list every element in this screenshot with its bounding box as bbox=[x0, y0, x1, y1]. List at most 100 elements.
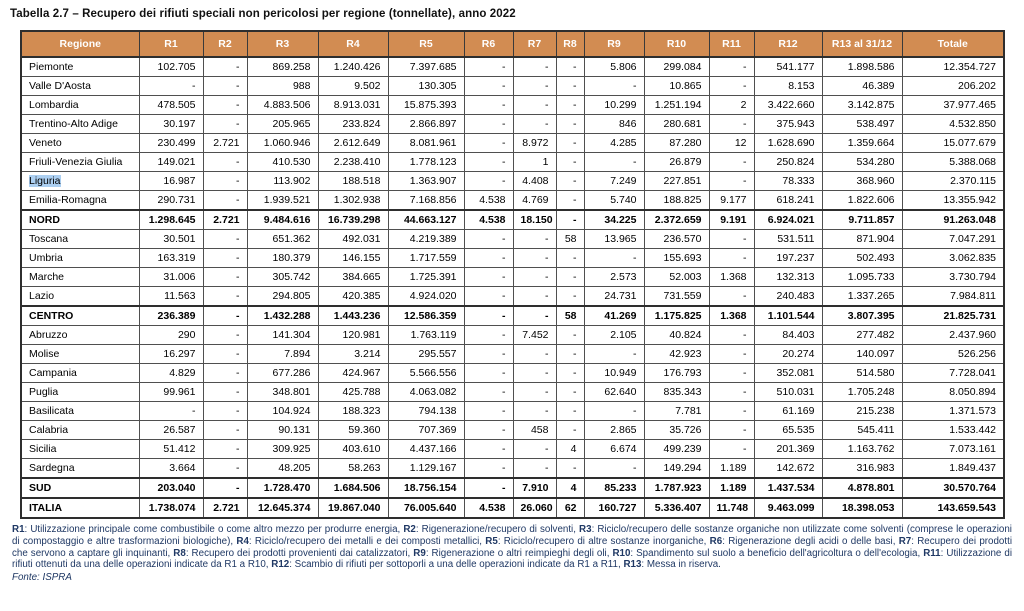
value-cell-basilicata-r13-al-31-12: 215.238 bbox=[821, 401, 903, 421]
value-cell-sud-r4: 1.684.506 bbox=[317, 477, 389, 499]
value-cell-umbria-r12: 197.237 bbox=[753, 248, 823, 268]
value-cell-puglia-r2: - bbox=[202, 382, 248, 402]
value-cell-umbria-r11: - bbox=[708, 248, 755, 268]
value-cell-lazio-r3: 294.805 bbox=[246, 286, 319, 307]
column-header-r13-al-31-12: R13 al 31/12 bbox=[821, 30, 903, 58]
value-cell-friuli-venezia-giulia-r1: 149.021 bbox=[138, 152, 204, 172]
value-cell-friuli-venezia-giulia-r5: 1.778.123 bbox=[387, 152, 465, 172]
value-cell-italia-r6: 4.538 bbox=[463, 497, 514, 519]
value-cell-lombardia-r5: 15.875.393 bbox=[387, 95, 465, 115]
value-cell-italia-r3: 12.645.374 bbox=[246, 497, 319, 519]
table-row-trentino-alto-adige: Trentino-Alto Adige 30.197-205.965 233.824… bbox=[20, 114, 1005, 134]
value-cell-trentino-alto-adige-r9: 846 bbox=[583, 114, 645, 134]
column-header-totale: Totale bbox=[901, 30, 1005, 58]
selected-text-liguria: Liguria bbox=[29, 175, 61, 187]
value-cell-calabria-r12: 65.535 bbox=[753, 420, 823, 440]
value-cell-lombardia-r13-al-31-12: 3.142.875 bbox=[821, 95, 903, 115]
value-cell-sud-r2: - bbox=[202, 477, 248, 499]
value-cell-toscana-r11: - bbox=[708, 229, 755, 249]
table-row-marche: Marche 31.006-305.742 384.665 1.725.391- - -2… bbox=[20, 267, 1005, 287]
value-cell-trentino-alto-adige-r5: 2.866.897 bbox=[387, 114, 465, 134]
value-cell-sicilia-r2: - bbox=[202, 439, 248, 459]
value-cell-italia-totale: 143.659.543 bbox=[901, 497, 1005, 519]
value-cell-lazio-r12: 240.483 bbox=[753, 286, 823, 307]
value-cell-sardegna-r5: 1.129.167 bbox=[387, 458, 465, 479]
value-cell-puglia-r3: 348.801 bbox=[246, 382, 319, 402]
value-cell-centro-r13-al-31-12: 3.807.395 bbox=[821, 305, 903, 326]
value-cell-campania-r8: - bbox=[555, 363, 585, 383]
value-cell-abruzzo-r6: - bbox=[463, 325, 514, 345]
value-cell-basilicata-r5: 794.138 bbox=[387, 401, 465, 421]
value-cell-puglia-r7: - bbox=[512, 382, 557, 402]
value-cell-friuli-venezia-giulia-r8: - bbox=[555, 152, 585, 172]
value-cell-toscana-totale: 7.047.291 bbox=[901, 229, 1005, 249]
value-cell-italia-r8: 62 bbox=[555, 497, 585, 519]
value-cell-centro-r3: 1.432.288 bbox=[246, 305, 319, 326]
value-cell-lazio-r6: - bbox=[463, 286, 514, 307]
value-cell-trentino-alto-adige-r4: 233.824 bbox=[317, 114, 389, 134]
value-cell-molise-r12: 20.274 bbox=[753, 344, 823, 364]
value-cell-sardegna-r6: - bbox=[463, 458, 514, 479]
value-cell-molise-r3: 7.894 bbox=[246, 344, 319, 364]
value-cell-valle-d-aosta-r7: - bbox=[512, 76, 557, 96]
value-cell-umbria-r7: - bbox=[512, 248, 557, 268]
value-cell-lombardia-r10: 1.251.194 bbox=[643, 95, 710, 115]
column-header-r2: R2 bbox=[202, 30, 248, 58]
value-cell-emilia-romagna-r6: 4.538 bbox=[463, 190, 514, 211]
value-cell-piemonte-r2: - bbox=[202, 56, 248, 77]
value-cell-centro-r2: - bbox=[202, 305, 248, 326]
value-cell-sicilia-r11: - bbox=[708, 439, 755, 459]
value-cell-lombardia-r7: - bbox=[512, 95, 557, 115]
value-cell-trentino-alto-adige-totale: 4.532.850 bbox=[901, 114, 1005, 134]
value-cell-lombardia-r8: - bbox=[555, 95, 585, 115]
region-name-cell: Lombardia bbox=[20, 95, 140, 115]
value-cell-basilicata-r10: 7.781 bbox=[643, 401, 710, 421]
region-name-cell: Molise bbox=[20, 344, 140, 364]
value-cell-piemonte-r5: 7.397.685 bbox=[387, 56, 465, 77]
value-cell-abruzzo-r2: - bbox=[202, 325, 248, 345]
value-cell-puglia-r10: 835.343 bbox=[643, 382, 710, 402]
value-cell-sardegna-r11: 1.189 bbox=[708, 458, 755, 479]
value-cell-marche-r9: 2.573 bbox=[583, 267, 645, 287]
value-cell-centro-r1: 236.389 bbox=[138, 305, 204, 326]
table-row-sardegna: Sardegna 3.664-48.205 58.263 1.129.167- - - -1… bbox=[20, 458, 1005, 479]
value-cell-molise-r4: 3.214 bbox=[317, 344, 389, 364]
value-cell-centro-r5: 12.586.359 bbox=[387, 305, 465, 326]
value-cell-lombardia-r6: - bbox=[463, 95, 514, 115]
value-cell-nord-r6: 4.538 bbox=[463, 209, 514, 230]
value-cell-lombardia-totale: 37.977.465 bbox=[901, 95, 1005, 115]
value-cell-campania-r11: - bbox=[708, 363, 755, 383]
value-cell-toscana-r9: 13.965 bbox=[583, 229, 645, 249]
value-cell-sardegna-r7: - bbox=[512, 458, 557, 479]
value-cell-puglia-r11: - bbox=[708, 382, 755, 402]
value-cell-liguria-r11: - bbox=[708, 171, 755, 191]
value-cell-lombardia-r12: 3.422.660 bbox=[753, 95, 823, 115]
value-cell-piemonte-r3: 869.258 bbox=[246, 56, 319, 77]
table-row-sicilia: Sicilia 51.412-309.925 403.610 4.437.166- -4… bbox=[20, 439, 1005, 459]
value-cell-lazio-r5: 4.924.020 bbox=[387, 286, 465, 307]
value-cell-sardegna-r9: - bbox=[583, 458, 645, 479]
value-cell-emilia-romagna-totale: 13.355.942 bbox=[901, 190, 1005, 211]
value-cell-emilia-romagna-r10: 188.825 bbox=[643, 190, 710, 211]
value-cell-sardegna-r12: 142.672 bbox=[753, 458, 823, 479]
value-cell-toscana-r4: 492.031 bbox=[317, 229, 389, 249]
value-cell-sicilia-r10: 499.239 bbox=[643, 439, 710, 459]
value-cell-molise-r2: - bbox=[202, 344, 248, 364]
value-cell-sud-r9: 85.233 bbox=[583, 477, 645, 499]
table-title: Tabella 2.7 – Recupero dei rifiuti speci… bbox=[10, 8, 516, 20]
value-cell-sud-r5: 18.756.154 bbox=[387, 477, 465, 499]
value-cell-friuli-venezia-giulia-r7: 1 bbox=[512, 152, 557, 172]
value-cell-friuli-venezia-giulia-r6: - bbox=[463, 152, 514, 172]
value-cell-sud-r8: 4 bbox=[555, 477, 585, 499]
value-cell-centro-r9: 41.269 bbox=[583, 305, 645, 326]
region-name-cell: Marche bbox=[20, 267, 140, 287]
value-cell-sud-r12: 1.437.534 bbox=[753, 477, 823, 499]
value-cell-basilicata-r8: - bbox=[555, 401, 585, 421]
value-cell-lazio-r1: 11.563 bbox=[138, 286, 204, 307]
value-cell-valle-d-aosta-r6: - bbox=[463, 76, 514, 96]
value-cell-calabria-r13-al-31-12: 545.411 bbox=[821, 420, 903, 440]
value-cell-puglia-r9: 62.640 bbox=[583, 382, 645, 402]
value-cell-italia-r5: 76.005.640 bbox=[387, 497, 465, 519]
value-cell-toscana-r13-al-31-12: 871.904 bbox=[821, 229, 903, 249]
value-cell-trentino-alto-adige-r10: 280.681 bbox=[643, 114, 710, 134]
